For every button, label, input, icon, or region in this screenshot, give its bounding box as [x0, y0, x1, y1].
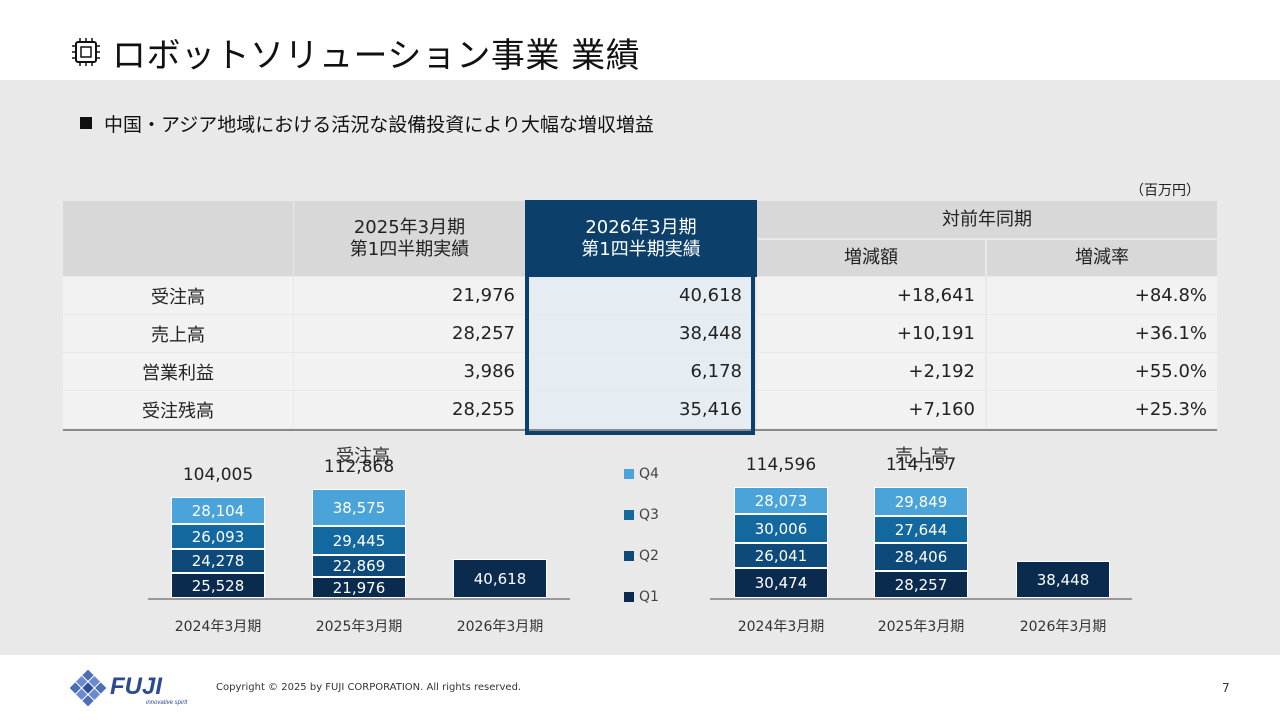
legend-item-q1: Q1	[624, 589, 659, 605]
table-cell-prev: 28,257	[294, 315, 525, 352]
x-axis-line	[148, 598, 570, 600]
bar-segment-q4: 38,575	[312, 489, 406, 526]
table-cell-rate: +36.1%	[987, 315, 1217, 352]
table-header-prev: 2025年3月期 第1四半期実績	[294, 201, 525, 276]
bar-segment-q3: 30,006	[734, 514, 828, 543]
title-bar	[0, 0, 1280, 80]
table-row-label: 受注残高	[63, 391, 293, 428]
bar-total-label: 112,868	[323, 457, 395, 477]
bar-segment-q1: 21,976	[312, 577, 406, 598]
table-cell-diff: +7,160	[757, 391, 985, 428]
legend-item-q2: Q2	[624, 548, 659, 564]
logo-tagline: innovative spirit	[146, 700, 188, 706]
table-row-label: 受注高	[63, 277, 293, 314]
bar-segment-q4: 28,104	[171, 497, 265, 524]
bar-segment-q2: 26,041	[734, 543, 828, 568]
table-header-rate: 増減率	[987, 240, 1217, 276]
footer	[0, 655, 1280, 720]
bar-total-label: 114,596	[745, 455, 817, 475]
legend-label: Q2	[639, 548, 659, 564]
bar-segment-q1: 28,257	[874, 571, 968, 598]
bar-segment-q1: 25,528	[171, 573, 265, 598]
bar-segment-q4: 28,073	[734, 487, 828, 514]
x-tick-label: 2026年3月期	[1019, 619, 1107, 635]
table-cell-diff: +18,641	[757, 277, 985, 314]
bar-segment-q1: 30,474	[734, 568, 828, 598]
chart-title: 受注高	[336, 446, 390, 467]
table-cell-rate: +55.0%	[987, 353, 1217, 390]
bar-segment-q3: 29,445	[312, 526, 406, 555]
x-tick-label: 2024年3月期	[174, 619, 262, 635]
bullet-square-icon	[80, 117, 92, 129]
bar-segment-q2: 24,278	[171, 549, 265, 573]
table-cell-prev: 28,255	[294, 391, 525, 428]
table-cell-diff: +10,191	[757, 315, 985, 352]
legend-label: Q3	[639, 507, 659, 523]
legend-item-q3: Q3	[624, 507, 659, 523]
x-tick-label: 2025年3月期	[315, 619, 403, 635]
table-cell-rate: +84.8%	[987, 277, 1217, 314]
legend-swatch	[624, 510, 634, 520]
summary-text: 中国・アジア地域における活況な設備投資により大幅な増収増益	[104, 114, 654, 136]
bar-segment-q3: 27,644	[874, 516, 968, 543]
legend-swatch	[624, 592, 634, 602]
table-cell-rate: +25.3%	[987, 391, 1217, 428]
legend-item-q4: Q4	[624, 466, 659, 482]
table-row-label: 売上高	[63, 315, 293, 352]
logo-text: FUJI	[110, 673, 163, 700]
x-tick-label: 2025年3月期	[877, 619, 965, 635]
table-cell-prev: 3,986	[294, 353, 525, 390]
legend-swatch	[624, 551, 634, 561]
bar-segment-q2: 28,406	[874, 543, 968, 571]
bar-segment-q2: 22,869	[312, 555, 406, 577]
table-cell-diff: +2,192	[757, 353, 985, 390]
legend-label: Q4	[639, 466, 659, 482]
table-cell-prev: 21,976	[294, 277, 525, 314]
table-header-diff: 増減額	[757, 240, 985, 276]
legend-swatch	[624, 469, 634, 479]
bar-segment-q1: 40,618	[453, 559, 547, 598]
table-bottom-rule	[63, 429, 1217, 431]
table-cell-curr: 38,448	[530, 315, 752, 352]
page-number: 7	[1222, 681, 1230, 695]
table-header-curr: 2026年3月期 第1四半期実績	[525, 200, 757, 277]
bar-segment-q3: 26,093	[171, 524, 265, 549]
fuji-logo: FUJI innovative spirit	[70, 669, 188, 707]
copyright: Copyright © 2025 by FUJI CORPORATION. Al…	[216, 682, 522, 693]
table-cell-curr: 40,618	[530, 277, 752, 314]
bar-segment-q4: 29,849	[874, 487, 968, 516]
table-header-blank	[63, 201, 293, 276]
bar-segment-q1: 38,448	[1016, 561, 1110, 598]
table-row-label: 営業利益	[63, 353, 293, 390]
table-cell-curr: 6,178	[530, 353, 752, 390]
page-title: ロボットソリューション事業 業績	[112, 36, 641, 76]
chip-icon	[72, 38, 100, 66]
chart-title: 売上高	[895, 446, 949, 467]
x-tick-label: 2024年3月期	[737, 619, 825, 635]
legend-label: Q1	[639, 589, 659, 605]
x-tick-label: 2026年3月期	[456, 619, 544, 635]
summary-bullet: 中国・アジア地域における活況な設備投資により大幅な増収増益	[80, 110, 654, 137]
bar-total-label: 104,005	[182, 465, 254, 485]
bar-total-label: 114,157	[885, 455, 957, 475]
unit-label: （百万円）	[1130, 183, 1200, 199]
table-cell-curr: 35,416	[530, 391, 752, 428]
table-header-yoy: 対前年同期	[757, 201, 1217, 238]
x-axis-line	[710, 598, 1132, 600]
